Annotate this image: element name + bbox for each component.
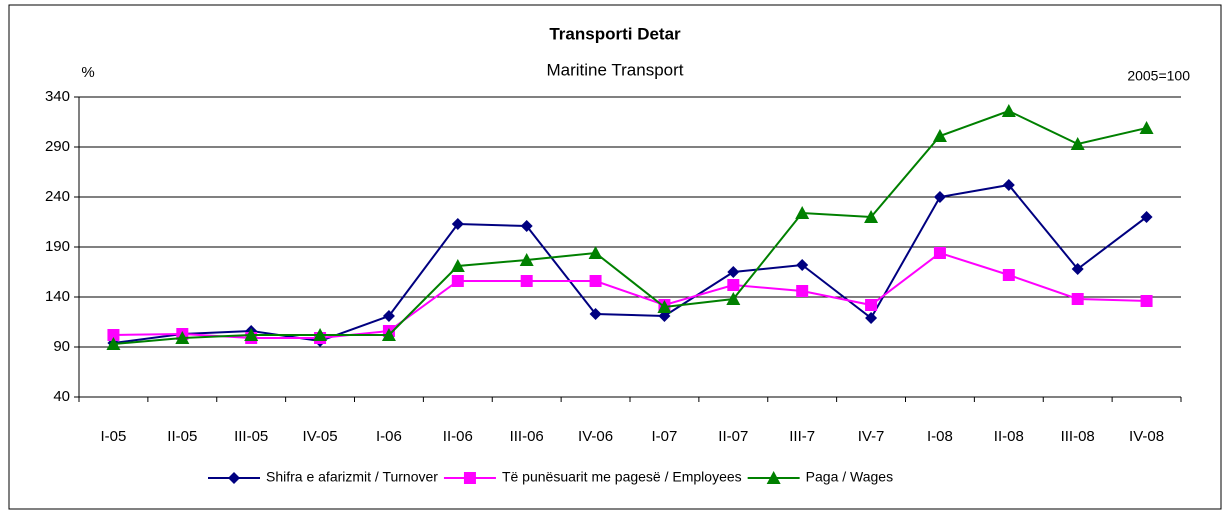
x-tick-label: I-08 [927,428,953,445]
marker [382,310,395,322]
y-tick-label: 240 [45,188,70,205]
marker [450,259,465,272]
legend-label: Shifra e afarizmit / Turnover [266,469,438,485]
x-tick-label: II-05 [167,428,197,445]
x-tick-label: I-07 [652,428,678,445]
marker [657,300,672,313]
x-tick-label: I-05 [101,428,127,445]
marker [1002,179,1015,191]
marker [589,275,602,287]
marker [175,331,190,344]
x-tick-label: IV-06 [578,428,613,445]
y-tick-label: 340 [45,88,70,105]
marker [864,210,879,223]
marker [1140,295,1153,307]
legend-label: Të punësuarit me pagesë / Employees [502,469,742,485]
legend-label: Paga / Wages [806,469,893,485]
marker [381,328,396,341]
line [113,251,1147,339]
marker [1139,121,1154,134]
marker [244,328,259,341]
marker [1071,263,1084,275]
x-tick-label: III-7 [789,428,815,445]
marker [766,471,781,484]
x-tick-label: IV-7 [858,428,885,445]
x-tick-label: II-08 [994,428,1024,445]
y-tick-label: 140 [45,288,70,305]
marker [933,247,946,259]
chart-title: Transporti Detar [549,24,681,43]
marker [726,292,741,305]
line [113,109,1147,345]
marker [451,275,464,287]
marker [228,472,240,484]
marker [796,259,809,271]
x-tick-label: III-08 [1061,428,1095,445]
x-tick-label: III-05 [234,428,268,445]
marker [1070,137,1085,150]
marker [451,218,464,230]
y-axis-label: % [81,64,94,81]
x-tick-label: II-07 [718,428,748,445]
marker [1001,104,1016,117]
marker [589,308,602,320]
marker [865,312,878,324]
y-tick-label: 90 [53,338,70,355]
chart-subtitle: Maritine Transport [547,60,684,79]
marker [932,129,947,142]
marker [463,472,476,484]
x-tick-label: III-06 [510,428,544,445]
marker [865,299,878,311]
chart-border [8,4,1222,510]
marker [727,266,740,278]
y-tick-label: 190 [45,238,70,255]
y-tick-label: 290 [45,138,70,155]
marker [1140,211,1153,223]
x-tick-label: I-06 [376,428,402,445]
marker [727,279,740,291]
x-tick-label: IV-08 [1129,428,1164,445]
marker [520,220,533,232]
marker [796,285,809,297]
y-tick-label: 40 [53,388,70,405]
marker [107,329,120,341]
marker [520,275,533,287]
x-tick-label: IV-05 [303,428,338,445]
marker [519,253,534,266]
x-tick-label: II-06 [443,428,473,445]
marker [313,328,328,341]
marker [1002,269,1015,281]
marker [106,337,121,350]
marker [588,246,603,259]
marker [795,206,810,219]
annotation: 2005=100 [1127,68,1190,84]
marker [933,191,946,203]
marker [1071,293,1084,305]
